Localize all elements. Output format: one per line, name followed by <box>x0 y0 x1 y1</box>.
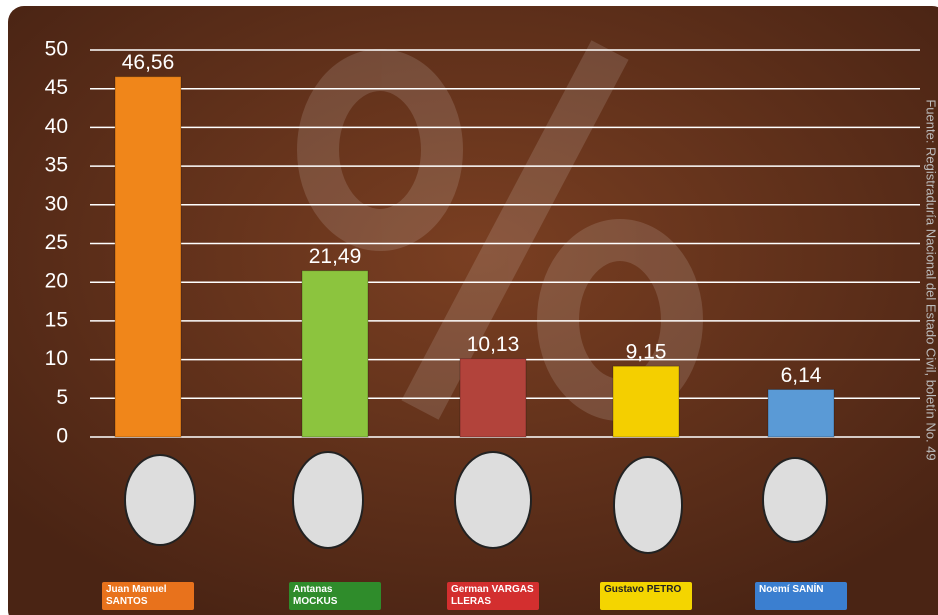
bar <box>613 366 679 437</box>
bar <box>460 359 526 437</box>
y-tick-label: 35 <box>45 154 68 177</box>
chart: Fuente: Registraduría Nacional del Estad… <box>0 0 938 615</box>
bar <box>302 271 368 437</box>
y-tick-label: 50 <box>45 38 68 61</box>
bar <box>115 77 181 437</box>
bar <box>768 389 834 437</box>
y-tick-label: 25 <box>45 231 68 254</box>
candidate-label: Antanas MOCKUS <box>289 582 381 610</box>
y-tick-label: 15 <box>45 308 68 331</box>
y-tick-label: 20 <box>45 270 68 293</box>
y-tick-label: 40 <box>45 115 68 138</box>
page: Fuente: Registraduría Nacional del Estad… <box>0 0 938 615</box>
source-note: Fuente: Registraduría Nacional del Estad… <box>924 99 938 460</box>
candidate-label: Juan Manuel SANTOS <box>102 582 194 610</box>
y-tick-label: 10 <box>45 347 68 370</box>
y-tick-label: 0 <box>56 425 68 448</box>
value-label: 6,14 <box>781 364 822 387</box>
value-label: 10,13 <box>467 333 520 356</box>
y-tick-label: 45 <box>45 76 68 99</box>
value-label: 9,15 <box>626 341 667 364</box>
value-label: 21,49 <box>309 245 362 268</box>
candidate-label: Noemí SANÍN <box>755 582 847 610</box>
candidate-label: Gustavo PETRO <box>600 582 692 610</box>
y-tick-label: 30 <box>45 192 68 215</box>
value-label: 46,56 <box>122 51 175 74</box>
candidate-label: German VARGAS LLERAS <box>447 582 539 610</box>
y-tick-label: 5 <box>56 386 68 409</box>
